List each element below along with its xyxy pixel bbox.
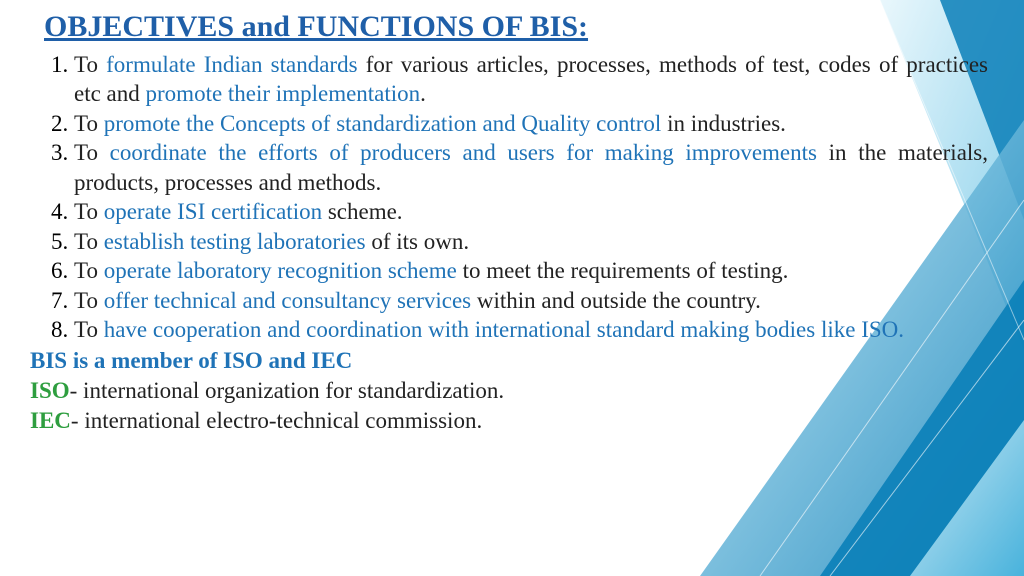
list-item: To promote the Concepts of standardizati… bbox=[74, 109, 994, 138]
member-line: BIS is a member of ISO and IEC bbox=[30, 346, 994, 376]
iec-line: IEC- international electro-technical com… bbox=[30, 406, 994, 436]
list-item: To formulate Indian standards for variou… bbox=[74, 50, 994, 109]
list-item: To offer technical and consultancy servi… bbox=[74, 286, 994, 315]
slide-content: OBJECTIVES and FUNCTIONS OF BIS: To form… bbox=[0, 0, 1024, 436]
objectives-list: To formulate Indian standards for variou… bbox=[30, 50, 994, 344]
list-item: To operate laboratory recognition scheme… bbox=[74, 256, 994, 285]
list-item: To operate ISI certification scheme. bbox=[74, 197, 994, 226]
list-item: To coordinate the efforts of producers a… bbox=[74, 138, 994, 197]
iso-line: ISO- international organization for stan… bbox=[30, 376, 994, 406]
slide-title: OBJECTIVES and FUNCTIONS OF BIS: bbox=[44, 10, 994, 44]
list-item: To establish testing laboratories of its… bbox=[74, 227, 994, 256]
list-item: To have cooperation and coordination wit… bbox=[74, 315, 994, 344]
footer-block: BIS is a member of ISO and IEC ISO- inte… bbox=[30, 346, 994, 436]
